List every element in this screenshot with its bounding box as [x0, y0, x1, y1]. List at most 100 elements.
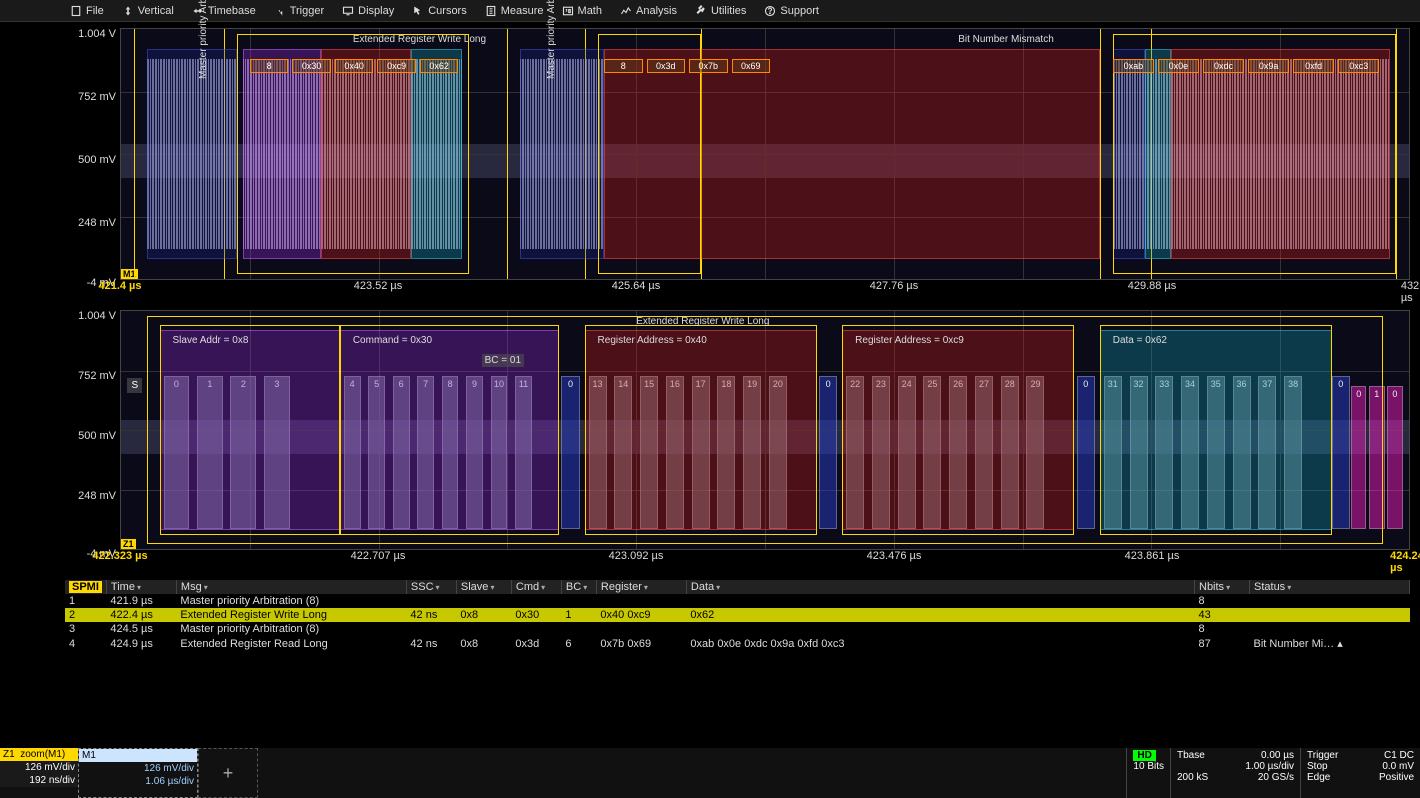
overlay-rot1: Master priority Arbi — [198, 0, 209, 79]
overlay-label2: Bit Number Mismatch — [958, 34, 1054, 45]
menu-label: Utilities — [711, 5, 746, 17]
decode-value: 0x62 — [420, 59, 459, 73]
decode-value: 0xfd — [1293, 59, 1334, 73]
menu-math[interactable]: Math — [562, 5, 602, 17]
xaxis-2: 422.323 µs422.707 µs423.092 µs423.476 µs… — [120, 550, 1410, 570]
waveform-top: 1.004 V752 mV500 mV248 mV-4 mV M1 Extend… — [65, 28, 1410, 300]
hd-bits: 10 Bits — [1133, 761, 1164, 772]
decode-value: 0x3d — [647, 59, 686, 73]
menu-cursors[interactable]: Cursors — [412, 5, 467, 17]
plot-2[interactable]: Z1 Extended Register Write Long S Slave Ad… — [120, 310, 1410, 550]
decode-value: 0x69 — [732, 59, 771, 73]
menu-file[interactable]: File — [70, 5, 104, 17]
table-header-row: SPMITime▾Msg▾SSC▾Slave▾Cmd▾BC▾Register▾D… — [65, 580, 1410, 594]
section-label: Register Address = 0x40 — [598, 335, 707, 346]
xtick: 421.4 µs — [98, 280, 141, 292]
section-label: Command = 0x30 — [353, 335, 432, 346]
table-row[interactable]: 4424.9 µsExtended Register Read Long42 n… — [65, 636, 1410, 651]
col-register[interactable]: Register▾ — [596, 580, 686, 594]
menu-label: Support — [780, 5, 819, 17]
ytick: 248 mV — [78, 490, 116, 502]
menu-label: File — [86, 5, 104, 17]
col-spmi[interactable]: SPMI — [65, 580, 106, 594]
col-slave[interactable]: Slave▾ — [456, 580, 511, 594]
menu-measure[interactable]: Measure — [485, 5, 544, 17]
col-status[interactable]: Status▾ — [1250, 580, 1410, 594]
m1-box[interactable]: M1 126 mV/div 1.06 µs/div — [78, 748, 198, 798]
col-ssc[interactable]: SSC▾ — [406, 580, 456, 594]
wf2-title: Extended Register Write Long — [636, 316, 769, 327]
col-msg[interactable]: Msg▾ — [176, 580, 406, 594]
ytick: 500 mV — [78, 430, 116, 442]
overlay-rot2: Master priority Arbi — [546, 0, 557, 79]
add-box[interactable]: + — [198, 748, 258, 798]
table-row[interactable]: 2422.4 µsExtended Register Write Long42 … — [65, 608, 1410, 622]
decode-value: 0xc3 — [1338, 59, 1379, 73]
xtick: 423.861 µs — [1125, 550, 1180, 562]
section-label: Slave Addr = 0x8 — [173, 335, 249, 346]
menu-support[interactable]: Support — [764, 5, 819, 17]
menubar: File Vertical Timebase Trigger Display Cursor… — [0, 0, 1420, 22]
yaxis-1: 1.004 V752 mV500 mV248 mV-4 mV — [65, 28, 120, 280]
xtick: 432 µs — [1401, 280, 1419, 304]
xtick: 424.245 µs — [1390, 550, 1420, 574]
menu-label: Measure — [501, 5, 544, 17]
decode-region — [147, 49, 237, 259]
xtick: 427.76 µs — [870, 280, 919, 292]
footer: Z1 zoom(M1) 126 mV/div 192 ns/div M1 126… — [0, 748, 1420, 798]
col-data[interactable]: Data▾ — [686, 580, 1194, 594]
channel-tag-z1: Z1 — [121, 539, 136, 549]
waveform-bottom: 1.004 V752 mV500 mV248 mV-4 mV Z1 Extend… — [65, 310, 1410, 570]
decode-region — [520, 49, 604, 259]
xtick: 422.323 µs — [92, 550, 147, 562]
s-tag: S — [127, 378, 142, 393]
menu-label: Timebase — [208, 5, 256, 17]
menu-label: Display — [358, 5, 394, 17]
col-cmd[interactable]: Cmd▾ — [511, 580, 561, 594]
xtick: 429.88 µs — [1128, 280, 1177, 292]
section-sublabel: BC = 01 — [482, 354, 524, 367]
z1-tdiv: 192 ns/div — [0, 774, 78, 787]
xaxis-1: 421.4 µs423.52 µs425.64 µs427.76 µs429.8… — [120, 280, 1410, 300]
tbase-label: Tbase — [1177, 750, 1205, 761]
ytick: 1.004 V — [78, 28, 116, 40]
xtick: 423.52 µs — [354, 280, 403, 292]
section-label: Data = 0x62 — [1113, 335, 1167, 346]
decode-value: 8 — [604, 59, 643, 73]
trigger-box[interactable]: Trigger C1 DC Stop 0.0 mV Edge Positive — [1300, 748, 1420, 798]
menu-display[interactable]: Display — [342, 5, 394, 17]
yaxis-2: 1.004 V752 mV500 mV248 mV-4 mV — [65, 310, 120, 550]
decode-value: 0x0e — [1158, 59, 1199, 73]
xtick: 423.092 µs — [609, 550, 664, 562]
menu-label: Math — [578, 5, 602, 17]
decode-value: 0xab — [1113, 59, 1154, 73]
tbase-box[interactable]: Tbase 0.00 µs 1.00 µs/div 200 kS 20 GS/s — [1170, 748, 1300, 798]
menu-label: Trigger — [290, 5, 324, 17]
table-row[interactable]: 3424.5 µsMaster priority Arbitration (8)… — [65, 622, 1410, 636]
z1-vdiv: 126 mV/div — [0, 761, 78, 774]
ytick: 752 mV — [78, 370, 116, 382]
menu-utilities[interactable]: Utilities — [695, 5, 746, 17]
m1-tag: M1 — [79, 749, 197, 762]
z1-box[interactable]: Z1 zoom(M1) 126 mV/div 192 ns/div — [0, 748, 78, 798]
menu-vertical[interactable]: Vertical — [122, 5, 174, 17]
ytick: 500 mV — [78, 154, 116, 166]
plot-1[interactable]: M1 Extended Register Write LongBit Numbe… — [120, 28, 1410, 280]
col-time[interactable]: Time▾ — [106, 580, 176, 594]
trigger-label: Trigger — [1307, 750, 1338, 761]
hd-badge: HD — [1133, 750, 1155, 761]
table-row[interactable]: 1421.9 µsMaster priority Arbitration (8)… — [65, 594, 1410, 608]
menu-trigger[interactable]: Trigger — [274, 5, 324, 17]
decode-value: 0x9a — [1248, 59, 1289, 73]
decode-value: 0xc9 — [377, 59, 416, 73]
menu-analysis[interactable]: Analysis — [620, 5, 677, 17]
ytick: 752 mV — [78, 91, 116, 103]
col-nbits[interactable]: Nbits▾ — [1195, 580, 1250, 594]
col-bc[interactable]: BC▾ — [561, 580, 596, 594]
z1-zoom: zoom(M1) — [20, 749, 65, 760]
menu-label: Analysis — [636, 5, 677, 17]
section-label: Register Address = 0xc9 — [855, 335, 964, 346]
menu-label: Vertical — [138, 5, 174, 17]
xtick: 425.64 µs — [612, 280, 661, 292]
menu-label: Cursors — [428, 5, 467, 17]
